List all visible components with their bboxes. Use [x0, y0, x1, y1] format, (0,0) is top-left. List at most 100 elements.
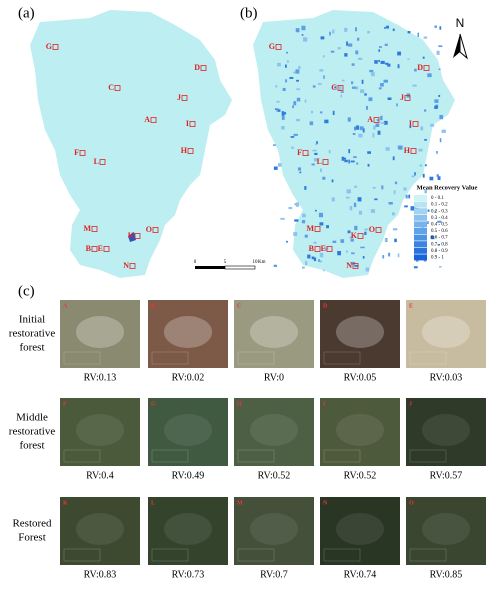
recovery-patch: [437, 220, 442, 223]
recovery-patch: [360, 89, 365, 93]
recovery-patch: [368, 97, 373, 102]
recovery-patch: [404, 205, 408, 208]
recovery-patch: [349, 206, 353, 211]
recovery-patch: [397, 253, 400, 258]
recovery-patch: [314, 209, 317, 212]
point-marker: [322, 159, 329, 165]
recovery-patch: [334, 86, 337, 89]
recovery-patch: [354, 264, 359, 267]
recovery-patch: [352, 86, 356, 89]
recovery-patch: [351, 252, 355, 255]
recovery-patch: [357, 197, 362, 202]
point-marker: [103, 246, 110, 252]
recovery-patch: [356, 162, 359, 165]
point-label: C: [108, 83, 114, 92]
recovery-patch: [319, 168, 322, 173]
recovery-patch: [437, 243, 440, 246]
image-feature: [250, 414, 298, 446]
recovery-patch: [313, 158, 318, 162]
recovery-patch: [340, 94, 343, 98]
recovery-patch: [380, 115, 383, 121]
point-marker: [373, 117, 380, 123]
recovery-patch: [304, 99, 307, 103]
legend-swatch: [414, 228, 427, 234]
image-feature: [336, 414, 384, 446]
recovery-patch: [292, 105, 294, 109]
recovery-patch: [330, 50, 335, 53]
recovery-patch: [438, 94, 441, 97]
recovery-patch: [354, 126, 356, 131]
recovery-patch: [377, 130, 381, 135]
legend-label: 0 - 0.1: [431, 196, 444, 201]
recovery-patch: [355, 86, 359, 90]
recovery-patch: [436, 50, 440, 55]
recovery-patch: [376, 119, 379, 122]
recovery-patch: [412, 84, 417, 87]
image-feature: [422, 316, 470, 348]
recovery-patch: [355, 50, 359, 55]
legend-swatch: [414, 221, 427, 228]
recovery-patch: [299, 171, 302, 174]
recovery-patch: [293, 133, 298, 136]
rv-label: RV:0.52: [344, 470, 377, 481]
recovery-patch: [434, 25, 437, 28]
point-label: O: [146, 225, 152, 234]
image-letter: G: [151, 401, 156, 407]
recovery-patch: [341, 156, 345, 161]
point-marker: [134, 233, 141, 239]
point-marker: [314, 226, 321, 232]
panel-label: (c): [18, 283, 35, 299]
coordinate-box: [323, 449, 361, 463]
legend-swatch: [414, 201, 427, 208]
recovery-patch: [378, 87, 382, 90]
legend-swatch: [414, 241, 427, 248]
recovery-patch: [382, 255, 385, 259]
recovery-patch: [380, 60, 385, 64]
point-label: J: [400, 93, 404, 102]
image-feature: [164, 414, 212, 446]
recovery-patch: [403, 187, 407, 191]
recovery-patch: [361, 79, 364, 84]
recovery-patch: [434, 105, 438, 109]
recovery-patch: [407, 31, 411, 34]
coordinate-box: [237, 351, 275, 365]
coordinate-box: [409, 548, 447, 562]
coordinate-box: [63, 548, 101, 562]
row-label: restorative: [9, 328, 56, 340]
recovery-patch: [347, 117, 351, 122]
rv-label: RV:0.73: [172, 569, 205, 580]
north-arrow: N: [453, 16, 468, 60]
recovery-patch: [345, 196, 350, 199]
coordinate-box: [63, 351, 101, 365]
recovery-patch: [301, 220, 306, 224]
panel-label: (a): [18, 5, 35, 21]
recovery-patch: [383, 120, 388, 125]
recovery-patch: [439, 265, 442, 268]
image-feature: [250, 513, 298, 545]
recovery-patch: [388, 201, 393, 205]
coordinate-box: [237, 449, 275, 463]
coordinate-box: [323, 351, 361, 365]
recovery-patch: [397, 51, 402, 56]
legend-swatch: [414, 195, 427, 201]
recovery-patch: [329, 31, 331, 36]
recovery-patch: [354, 185, 358, 188]
point-marker: [404, 95, 411, 101]
point-marker: [129, 263, 136, 269]
legend-title: Mean Recovery Value: [417, 184, 478, 191]
recovery-patch: [427, 73, 432, 78]
image-letter: J: [409, 401, 412, 407]
recovery-patch: [293, 71, 296, 74]
recovery-patch: [328, 150, 331, 154]
image-letter: B: [151, 303, 155, 309]
recovery-patch: [380, 122, 385, 124]
recovery-patch: [365, 105, 368, 110]
recovery-patch: [372, 133, 375, 138]
recovery-patch: [295, 69, 300, 74]
recovery-patch: [280, 217, 285, 220]
recovery-patch: [347, 230, 351, 234]
recovery-patch: [301, 266, 305, 269]
recovery-patch: [364, 228, 369, 231]
rv-label: RV:0.57: [430, 470, 463, 481]
legend-label: 0.9 - 1: [431, 256, 444, 261]
